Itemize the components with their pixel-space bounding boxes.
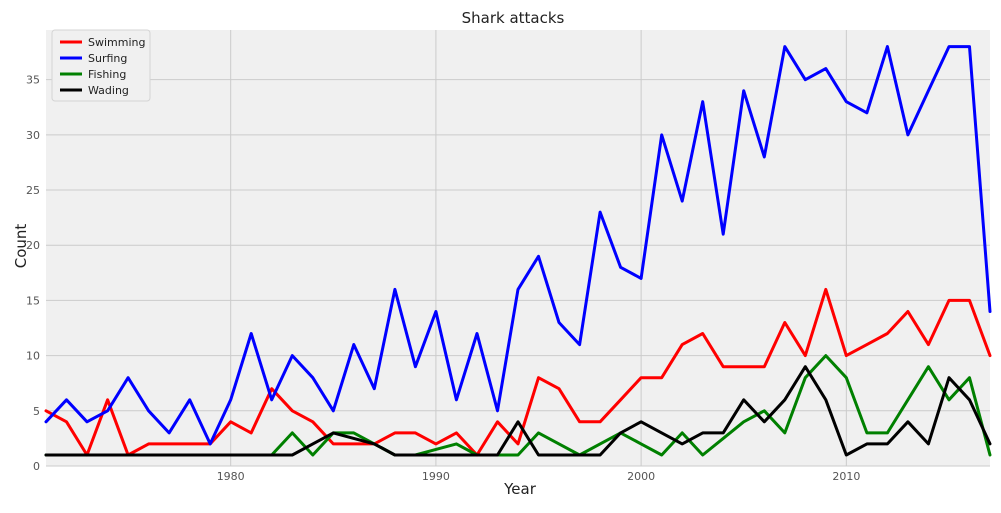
y-tick-label: 20 — [26, 239, 40, 252]
tick-labels: 0 5 10 15 20 25 30 35 1980 1990 2000 2010 — [26, 74, 860, 483]
legend-label-swimming: Swimming — [88, 36, 145, 49]
y-tick-label: 5 — [33, 405, 40, 418]
chart-title: Shark attacks — [462, 9, 565, 27]
x-tick-label: 1980 — [217, 470, 245, 483]
series-line-surfing — [44, 45, 992, 446]
legend-label-fishing: Fishing — [88, 68, 126, 81]
series-line-wading — [44, 365, 992, 457]
legend-box — [51, 29, 151, 102]
series-line-swimming — [44, 287, 992, 457]
y-tick-label: 25 — [26, 184, 40, 197]
x-axis-label: Year — [503, 480, 537, 498]
plot-area — [46, 30, 990, 466]
legend: Swimming Surfing Fishing Wading — [51, 29, 151, 102]
y-axis-label: Count — [12, 224, 30, 269]
y-tick-label: 10 — [26, 350, 40, 363]
y-tick-label: 35 — [26, 74, 40, 87]
x-tick-label: 1990 — [422, 470, 450, 483]
y-tick-label: 15 — [26, 294, 40, 307]
legend-label-wading: Wading — [88, 84, 129, 97]
y-tick-label: 0 — [33, 460, 40, 473]
x-tick-label: 2000 — [627, 470, 655, 483]
x-tick-label: 2010 — [832, 470, 860, 483]
legend-label-surfing: Surfing — [88, 52, 127, 65]
y-tick-label: 30 — [26, 129, 40, 142]
series-lines — [44, 45, 992, 457]
